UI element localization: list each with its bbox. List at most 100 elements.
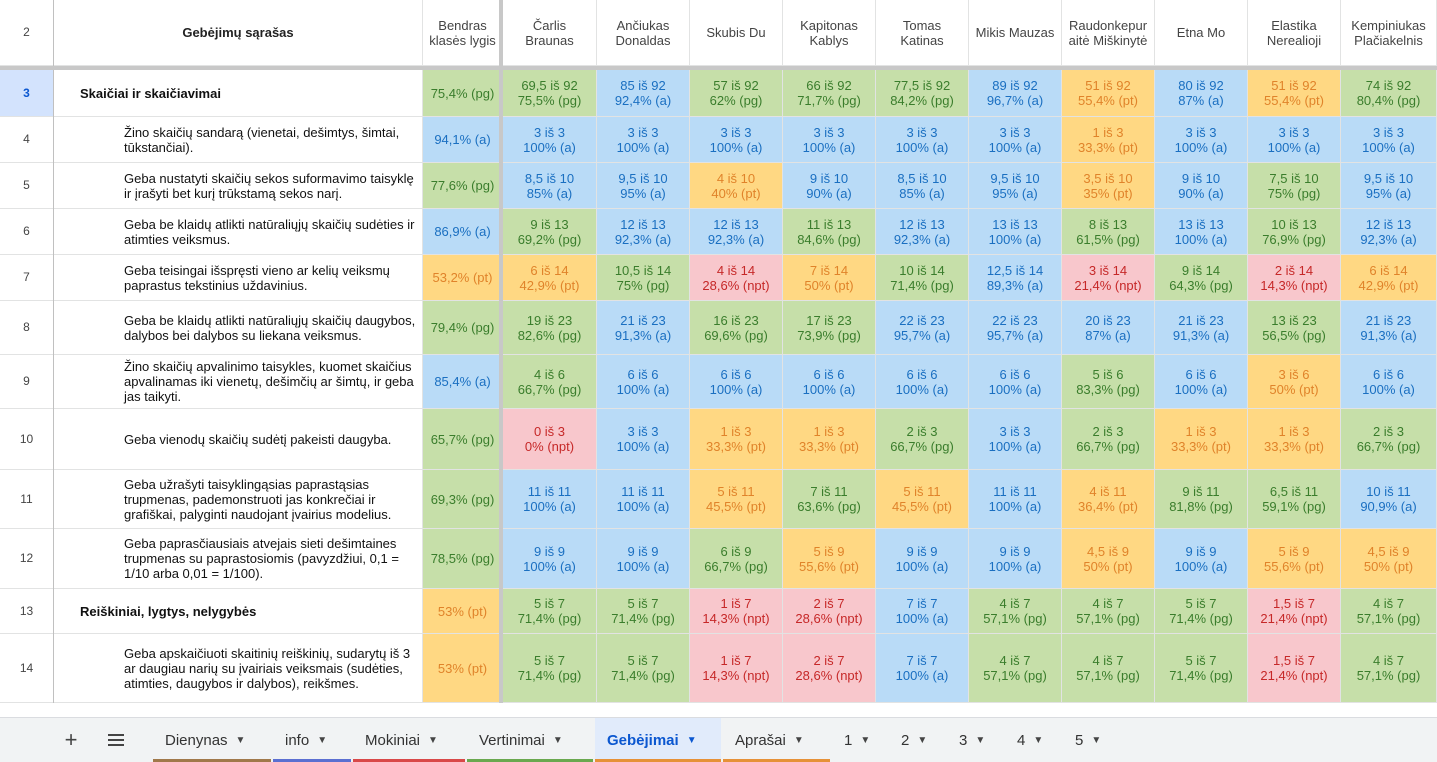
student-score-cell[interactable]: 4 iš 6 66,7% (pg) [503, 355, 597, 409]
student-score-cell[interactable]: 13 iš 23 56,5% (pg) [1248, 301, 1341, 355]
student-score-cell[interactable]: 9 iš 9 100% (a) [1155, 529, 1248, 589]
spreadsheet-grid[interactable]: 2 Gebėjimų sąrašas Bendras klasės lygis Čar… [0, 0, 1437, 703]
student-score-cell[interactable]: 5 iš 9 55,6% (pt) [783, 529, 876, 589]
student-score-cell[interactable]: 6 iš 6 100% (a) [690, 355, 783, 409]
student-score-cell[interactable]: 12 iš 13 92,3% (a) [597, 209, 690, 255]
row-header[interactable]: 12 [0, 529, 54, 589]
student-score-cell[interactable]: 5 iš 7 71,4% (pg) [1155, 589, 1248, 634]
student-score-cell[interactable]: 80 iš 92 87% (a) [1155, 70, 1248, 117]
student-score-cell[interactable]: 12 iš 13 92,3% (a) [1341, 209, 1437, 255]
frozen-rows-divider[interactable] [0, 66, 1437, 70]
all-sheets-button[interactable] [100, 718, 132, 762]
student-score-cell[interactable]: 8 iš 13 61,5% (pg) [1062, 209, 1155, 255]
student-score-cell[interactable]: 3 iš 3 100% (a) [1155, 117, 1248, 163]
student-score-cell[interactable]: 51 iš 92 55,4% (pt) [1248, 70, 1341, 117]
class-level-cell[interactable]: 75,4% (pg) [423, 70, 503, 117]
class-level-cell[interactable]: 53% (pt) [423, 634, 503, 703]
student-score-cell[interactable]: 6 iš 6 100% (a) [597, 355, 690, 409]
student-score-cell[interactable]: 4 iš 7 57,1% (pg) [969, 634, 1062, 703]
chevron-down-icon[interactable]: ▼ [1033, 734, 1044, 746]
student-score-cell[interactable]: 10 iš 13 76,9% (pg) [1248, 209, 1341, 255]
class-level-cell[interactable]: 69,3% (pg) [423, 470, 503, 529]
student-score-cell[interactable]: 6 iš 6 100% (a) [969, 355, 1062, 409]
sheet-tab[interactable]: 1 ▼ [832, 718, 887, 762]
student-score-cell[interactable]: 21 iš 23 91,3% (a) [597, 301, 690, 355]
student-score-cell[interactable]: 12 iš 13 92,3% (a) [876, 209, 969, 255]
chevron-down-icon[interactable]: ▼ [428, 734, 438, 746]
student-score-cell[interactable]: 21 iš 23 91,3% (a) [1341, 301, 1437, 355]
student-score-cell[interactable]: 4,5 iš 9 50% (pt) [1062, 529, 1155, 589]
chevron-down-icon[interactable]: ▼ [235, 734, 246, 746]
chevron-down-icon[interactable]: ▼ [860, 734, 871, 746]
student-header[interactable]: Kempiniukas Plačiakelnis [1341, 0, 1437, 66]
student-score-cell[interactable]: 2 iš 14 14,3% (npt) [1248, 255, 1341, 301]
student-score-cell[interactable]: 16 iš 23 69,6% (pg) [690, 301, 783, 355]
skill-description-cell[interactable]: Žino skaičių apvalinimo taisykles, kuome… [54, 355, 423, 409]
row-header[interactable]: 6 [0, 209, 54, 255]
student-header[interactable]: Skubis Du [690, 0, 783, 66]
student-score-cell[interactable]: 3 iš 3 100% (a) [503, 117, 597, 163]
student-score-cell[interactable]: 19 iš 23 82,6% (pg) [503, 301, 597, 355]
chevron-down-icon[interactable]: ▼ [552, 734, 563, 746]
student-header[interactable]: Raudonkepur aitė Miškinytė [1062, 0, 1155, 66]
class-level-cell[interactable]: 53% (pt) [423, 589, 503, 634]
student-score-cell[interactable]: 6 iš 14 42,9% (pt) [1341, 255, 1437, 301]
student-score-cell[interactable]: 7,5 iš 10 75% (pg) [1248, 163, 1341, 209]
chevron-down-icon[interactable]: ▼ [793, 734, 804, 746]
student-score-cell[interactable]: 5 iš 7 71,4% (pg) [597, 589, 690, 634]
student-score-cell[interactable]: 4 iš 10 40% (pt) [690, 163, 783, 209]
student-score-cell[interactable]: 1 iš 3 33,3% (pt) [1062, 117, 1155, 163]
student-score-cell[interactable]: 5 iš 11 45,5% (pt) [876, 470, 969, 529]
student-score-cell[interactable]: 5 iš 11 45,5% (pt) [690, 470, 783, 529]
student-score-cell[interactable]: 9 iš 13 69,2% (pg) [503, 209, 597, 255]
student-score-cell[interactable]: 6 iš 6 100% (a) [1341, 355, 1437, 409]
skill-description-cell[interactable]: Žino skaičių sandarą (vienetai, dešimtys… [54, 117, 423, 163]
row-header[interactable]: 13 [0, 589, 54, 634]
skill-description-cell[interactable]: Geba apskaičiuoti skaitinių reiškinių, s… [54, 634, 423, 703]
row-header[interactable]: 11 [0, 470, 54, 529]
student-score-cell[interactable]: 4 iš 7 57,1% (pg) [1062, 589, 1155, 634]
sheet-tab[interactable]: info ▼ [273, 718, 351, 762]
student-score-cell[interactable]: 6 iš 14 42,9% (pt) [503, 255, 597, 301]
student-score-cell[interactable]: 2 iš 3 66,7% (pg) [1062, 409, 1155, 470]
student-score-cell[interactable]: 4 iš 7 57,1% (pg) [1341, 634, 1437, 703]
student-score-cell[interactable]: 6,5 iš 11 59,1% (pg) [1248, 470, 1341, 529]
student-score-cell[interactable]: 11 iš 13 84,6% (pg) [783, 209, 876, 255]
class-level-cell[interactable]: 94,1% (a) [423, 117, 503, 163]
student-score-cell[interactable]: 9,5 iš 10 95% (a) [1341, 163, 1437, 209]
student-score-cell[interactable]: 1 iš 3 33,3% (pt) [690, 409, 783, 470]
student-header[interactable]: Mikis Mauzas [969, 0, 1062, 66]
student-score-cell[interactable]: 11 iš 11 100% (a) [597, 470, 690, 529]
student-score-cell[interactable]: 1,5 iš 7 21,4% (npt) [1248, 589, 1341, 634]
student-score-cell[interactable]: 69,5 iš 92 75,5% (pg) [503, 70, 597, 117]
student-score-cell[interactable]: 89 iš 92 96,7% (a) [969, 70, 1062, 117]
student-score-cell[interactable]: 13 iš 13 100% (a) [1155, 209, 1248, 255]
student-score-cell[interactable]: 4 iš 14 28,6% (npt) [690, 255, 783, 301]
student-score-cell[interactable]: 2 iš 7 28,6% (npt) [783, 589, 876, 634]
student-score-cell[interactable]: 7 iš 11 63,6% (pg) [783, 470, 876, 529]
student-score-cell[interactable]: 77,5 iš 92 84,2% (pg) [876, 70, 969, 117]
row-header[interactable]: 5 [0, 163, 54, 209]
class-level-cell[interactable]: 65,7% (pg) [423, 409, 503, 470]
student-score-cell[interactable]: 11 iš 11 100% (a) [503, 470, 597, 529]
row-header[interactable]: 9 [0, 355, 54, 409]
student-score-cell[interactable]: 10 iš 11 90,9% (a) [1341, 470, 1437, 529]
class-level-cell[interactable]: 86,9% (a) [423, 209, 503, 255]
student-score-cell[interactable]: 74 iš 92 80,4% (pg) [1341, 70, 1437, 117]
add-sheet-button[interactable]: + [56, 718, 86, 762]
class-level-cell[interactable]: 53,2% (pt) [423, 255, 503, 301]
student-score-cell[interactable]: 4 iš 11 36,4% (pt) [1062, 470, 1155, 529]
sheet-tab[interactable]: 4 ▼ [1005, 718, 1061, 762]
student-header[interactable]: Ančiukas Donaldas [597, 0, 690, 66]
student-score-cell[interactable]: 3 iš 3 100% (a) [1248, 117, 1341, 163]
student-score-cell[interactable]: 3 iš 3 100% (a) [1341, 117, 1437, 163]
student-score-cell[interactable]: 3 iš 3 100% (a) [783, 117, 876, 163]
chevron-down-icon[interactable]: ▼ [1091, 734, 1102, 746]
student-score-cell[interactable]: 7 iš 7 100% (a) [876, 634, 969, 703]
chevron-down-icon[interactable]: ▼ [917, 734, 928, 746]
sheet-tab[interactable]: Aprašai ▼ [723, 718, 830, 762]
row-header[interactable]: 4 [0, 117, 54, 163]
skill-description-cell[interactable]: Geba teisingai išspręsti vieno ar kelių … [54, 255, 423, 301]
student-score-cell[interactable]: 1 iš 3 33,3% (pt) [1248, 409, 1341, 470]
student-score-cell[interactable]: 3,5 iš 10 35% (pt) [1062, 163, 1155, 209]
